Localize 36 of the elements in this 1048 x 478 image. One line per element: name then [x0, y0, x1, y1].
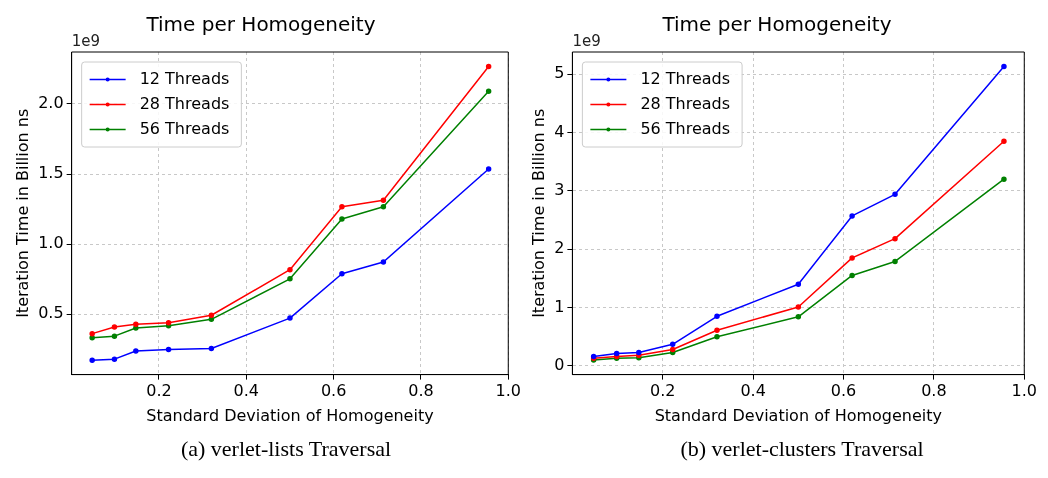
x-tick-label: 0.6	[830, 381, 857, 401]
y-tick-label: 2.0	[38, 93, 64, 113]
legend-label: 56 Threads	[139, 118, 230, 138]
y-tick-label: 0.5	[38, 303, 64, 323]
legend-label: 12 Threads	[640, 68, 731, 88]
y-tick-label: 0	[554, 355, 565, 375]
text: 1e9	[572, 32, 601, 51]
text: (b) verlet-clusters Traversal	[679, 436, 925, 462]
x-tick-label: 0.2	[650, 381, 676, 401]
x-tick-label: 0.8	[408, 381, 434, 401]
y-tick-label: 1	[554, 296, 565, 316]
y-axis-title: Iteration Time in Billion ns	[528, 108, 548, 318]
y-tick-label: 1.0	[38, 233, 64, 253]
chart-title: Time per Homogeneity	[145, 12, 376, 37]
legend-label: 28 Threads	[640, 93, 731, 113]
x-axis-title: Standard Deviation of Homogeneity	[654, 405, 943, 425]
y-tick-label: 1.5	[38, 163, 64, 183]
y-tick-label: 3	[554, 180, 565, 199]
x-tick-label: 0.8	[921, 381, 947, 401]
y-tick-label: 2	[554, 238, 565, 258]
x-tick-label: 1.0	[1011, 381, 1037, 401]
x-tick-label: 0.2	[146, 381, 172, 401]
x-axis-title: Standard Deviation of Homogeneity	[146, 405, 434, 425]
x-tick-label: 1.0	[495, 381, 521, 401]
text: (a) verlet-lists Traversal	[179, 436, 393, 462]
x-tick-label: 0.4	[233, 381, 260, 401]
x-tick-label: 0.4	[740, 381, 766, 401]
text: 1e9	[71, 32, 100, 51]
legend-label: 28 Threads	[139, 93, 230, 113]
y-tick-label: 5	[554, 63, 565, 83]
x-tick-label: 0.6	[320, 381, 347, 401]
legend-label: 56 Threads	[640, 118, 731, 138]
y-tick-label: 4	[554, 121, 565, 141]
chart-title: Time per Homogeneity	[661, 12, 892, 37]
legend-label: 12 Threads	[139, 68, 230, 88]
y-axis-title: Iteration Time in Billion ns	[12, 108, 32, 318]
